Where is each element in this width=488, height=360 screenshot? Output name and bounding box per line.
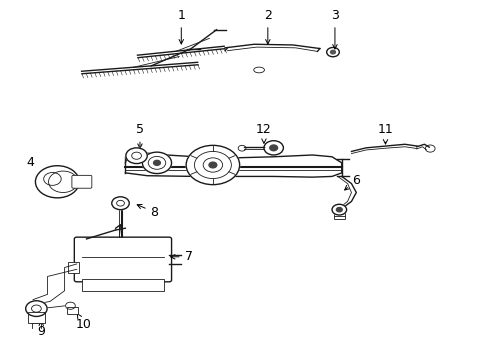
Text: 2: 2: [264, 9, 271, 44]
Text: 9: 9: [37, 321, 45, 338]
Text: 12: 12: [256, 123, 271, 143]
Circle shape: [264, 141, 283, 155]
Text: 11: 11: [377, 123, 392, 144]
FancyBboxPatch shape: [72, 175, 92, 188]
Text: 3: 3: [330, 9, 338, 49]
Text: 4: 4: [26, 156, 42, 177]
Circle shape: [330, 50, 335, 54]
FancyBboxPatch shape: [74, 237, 171, 282]
Circle shape: [269, 145, 277, 151]
Text: 5: 5: [136, 123, 143, 148]
Bar: [68, 262, 79, 273]
Circle shape: [26, 301, 47, 316]
Circle shape: [153, 160, 160, 165]
Bar: [67, 307, 78, 314]
Circle shape: [336, 207, 342, 212]
Text: 1: 1: [177, 9, 185, 44]
Bar: [334, 210, 345, 219]
Circle shape: [112, 197, 129, 210]
Circle shape: [331, 204, 346, 215]
Circle shape: [208, 162, 216, 168]
Text: 10: 10: [76, 313, 92, 331]
Circle shape: [142, 152, 171, 174]
Bar: [28, 312, 45, 323]
Bar: [81, 279, 164, 291]
Circle shape: [186, 145, 239, 185]
Polygon shape: [125, 153, 341, 177]
Text: 8: 8: [137, 204, 158, 219]
Circle shape: [125, 148, 147, 163]
Circle shape: [35, 166, 79, 198]
Text: 6: 6: [344, 174, 360, 190]
Circle shape: [65, 302, 75, 309]
Text: 7: 7: [170, 250, 192, 263]
